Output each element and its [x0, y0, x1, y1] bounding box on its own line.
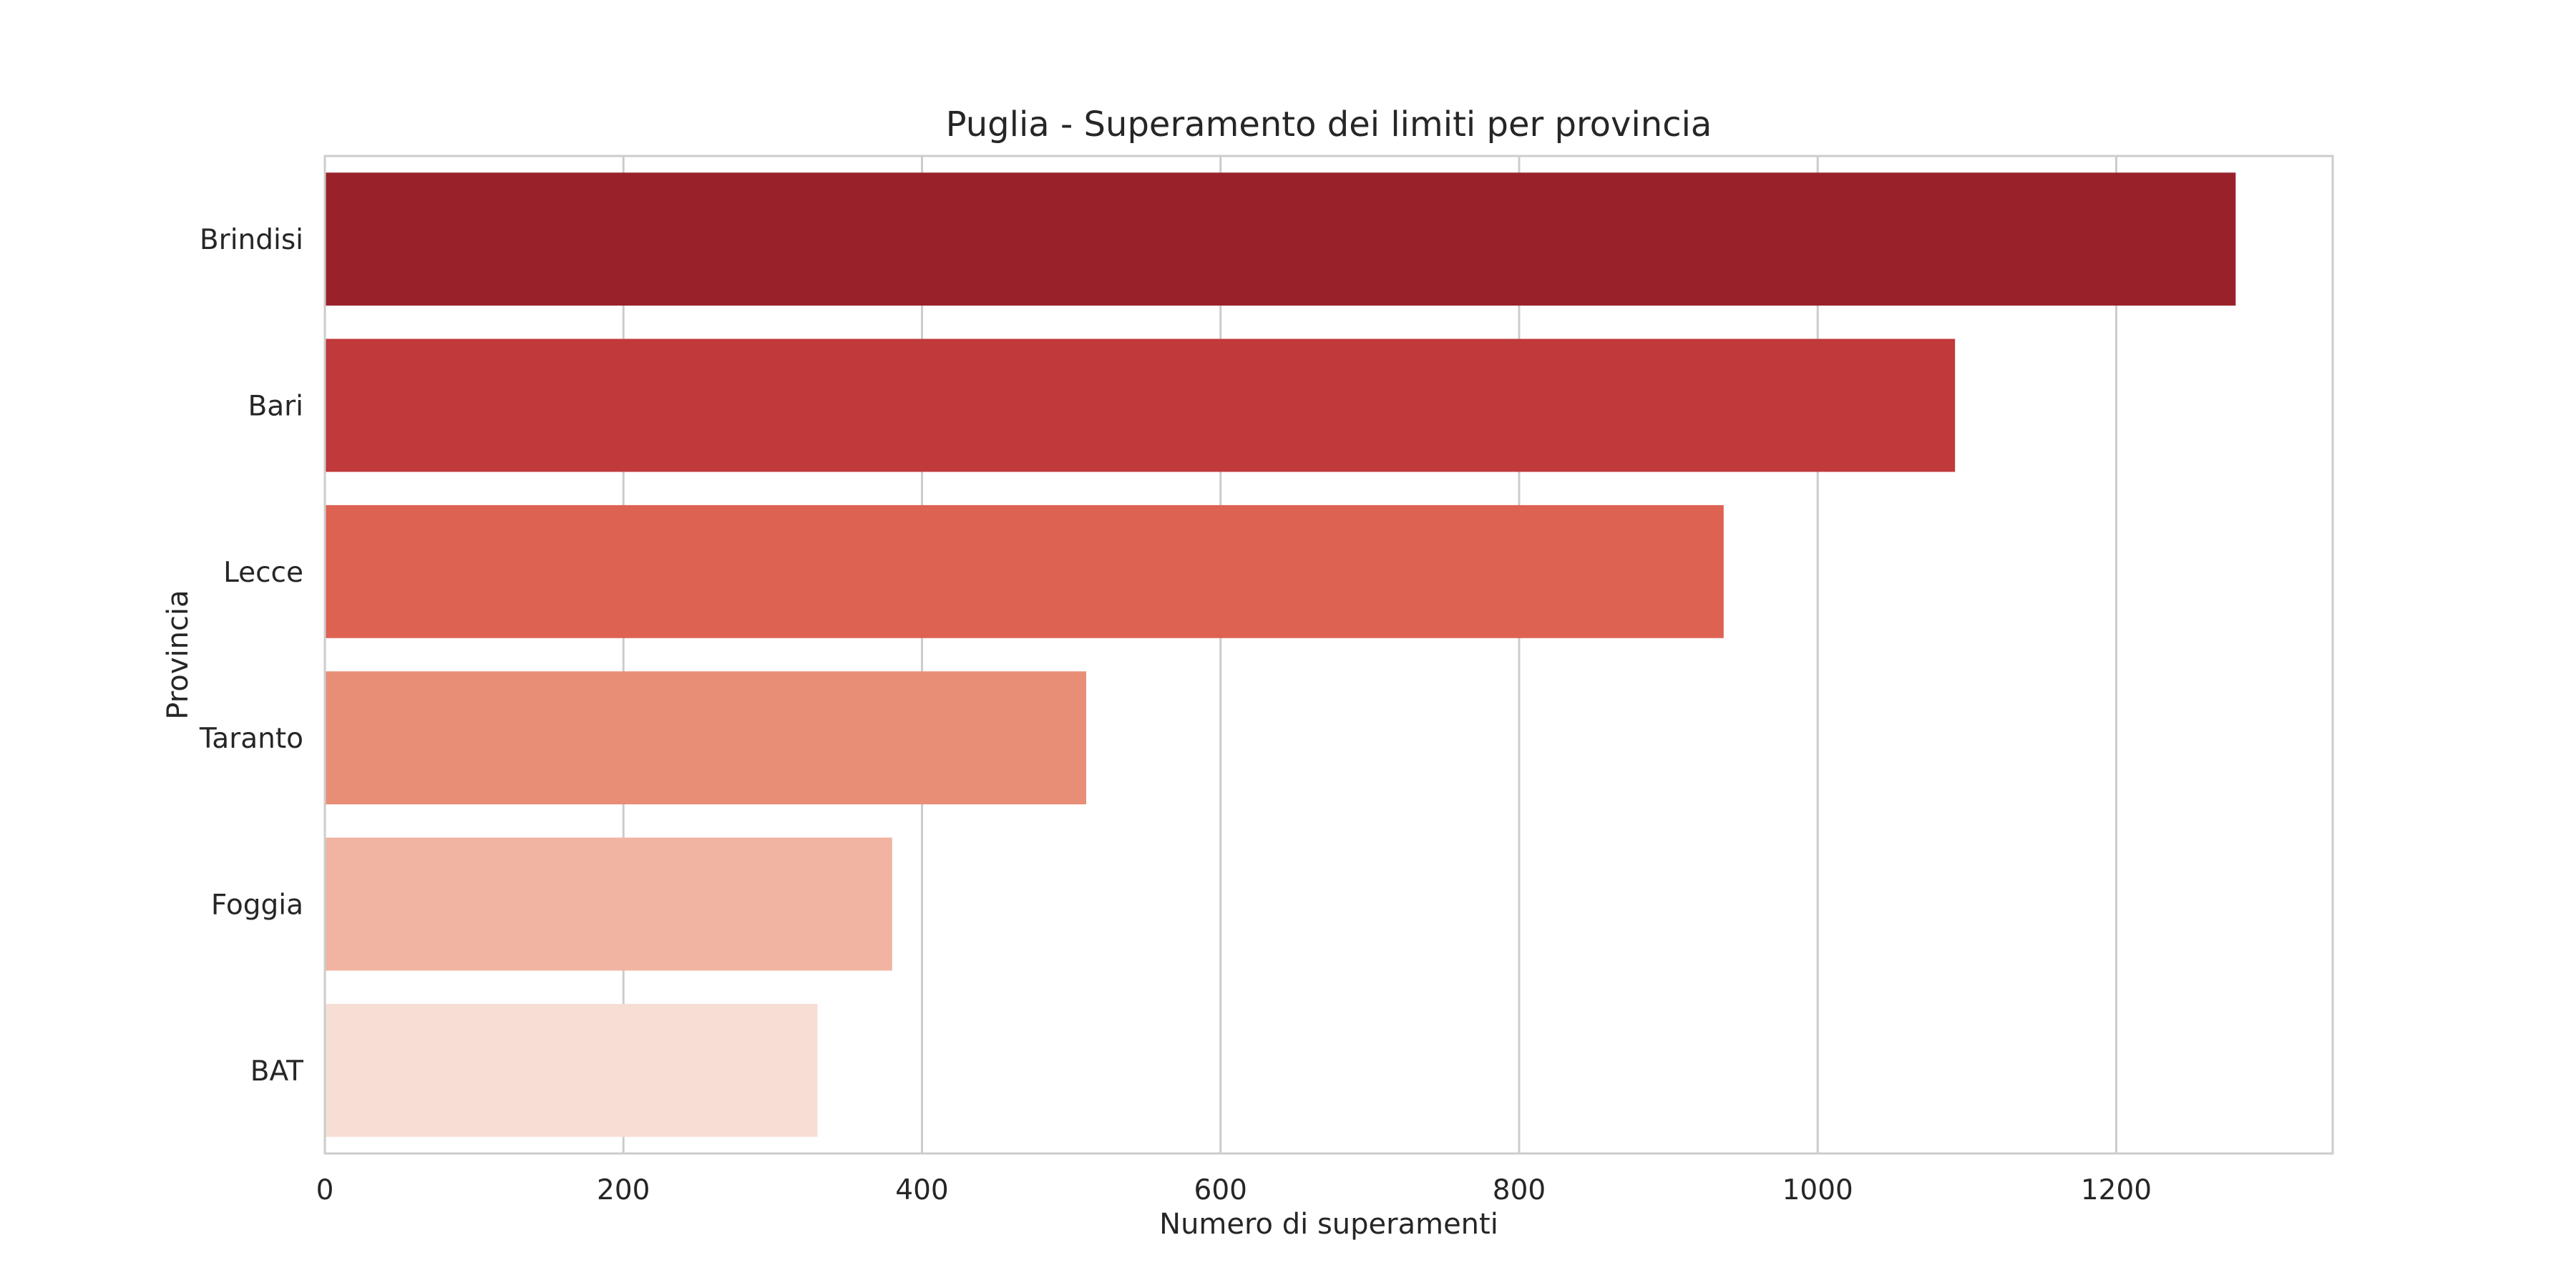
y-tick-label: BAT	[250, 1055, 303, 1088]
x-tick-label: 600	[1194, 1174, 1247, 1206]
bar-lecce	[325, 504, 1724, 638]
chart-title: Puglia - Superamento dei limiti per prov…	[946, 104, 1712, 145]
x-tick-label: 0	[316, 1174, 334, 1206]
gridlines	[323, 156, 2117, 1153]
x-tick-label: 800	[1493, 1174, 1546, 1206]
bar-bat	[325, 1003, 818, 1137]
x-tick-label: 1000	[1782, 1174, 1853, 1206]
plot-frame	[323, 155, 2334, 1155]
y-tick-label: Taranto	[199, 723, 303, 755]
y-tick-label: Foggia	[211, 889, 303, 922]
x-tick-label: 1200	[2081, 1174, 2152, 1206]
x-axis-label: Numero di superamenti	[1159, 1208, 1498, 1241]
x-tick-label: 200	[597, 1174, 650, 1206]
y-tick-label: Bari	[248, 391, 303, 423]
bar-bari	[325, 338, 1956, 472]
bar-taranto	[325, 671, 1086, 805]
y-axis-label: Provincia	[162, 590, 195, 719]
bar-foggia	[325, 837, 892, 971]
bar-brindisi	[325, 172, 2236, 306]
y-tick-label: Lecce	[223, 557, 303, 589]
x-tick-labels: 0 200 400 600 800 1000 1200	[316, 1174, 2152, 1206]
bars	[325, 172, 2236, 1137]
y-tick-labels: Brindisi Bari Lecce Taranto Foggia BAT	[199, 224, 303, 1088]
y-tick-label: Brindisi	[200, 224, 303, 256]
x-tick-label: 400	[895, 1174, 948, 1206]
